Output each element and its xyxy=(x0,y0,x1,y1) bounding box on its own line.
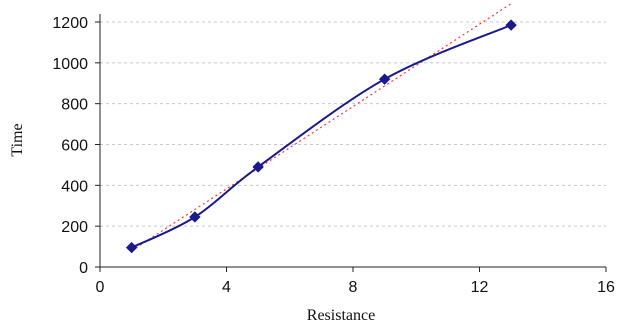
data-point-0-3 xyxy=(378,73,391,85)
x-tick-label-4: 4 xyxy=(222,279,231,296)
y-tick-label-200: 200 xyxy=(61,219,88,236)
x-tick-label-12: 12 xyxy=(471,279,489,296)
y-tick-label-1000: 1000 xyxy=(52,56,88,73)
data-point-0-4 xyxy=(505,19,517,31)
tick-labels: 0 4 8 12 16 0 200 400 600 800 1000 1200 xyxy=(52,15,615,296)
y-tick-label-1200: 1200 xyxy=(52,15,88,32)
x-axis-label: Resistance xyxy=(307,307,375,324)
axes xyxy=(95,14,607,272)
data-point-0-0 xyxy=(125,241,138,254)
x-tick-label-8: 8 xyxy=(349,279,358,296)
trendline-group xyxy=(131,3,512,252)
gridlines xyxy=(100,21,606,227)
y-tick-label-400: 400 xyxy=(61,178,88,195)
data-point-0-2 xyxy=(252,161,264,173)
y-tick-label-600: 600 xyxy=(61,138,88,155)
data-point-0-1 xyxy=(189,211,201,223)
x-tick-label-0: 0 xyxy=(96,279,105,296)
x-tick-label-16: 16 xyxy=(597,279,615,296)
series-group xyxy=(125,19,517,254)
trendline xyxy=(131,3,512,252)
y-axis-label: Time xyxy=(9,123,26,156)
y-tick-label-0: 0 xyxy=(79,260,88,277)
series-line-0 xyxy=(131,24,512,249)
y-tick-label-800: 800 xyxy=(61,97,88,114)
